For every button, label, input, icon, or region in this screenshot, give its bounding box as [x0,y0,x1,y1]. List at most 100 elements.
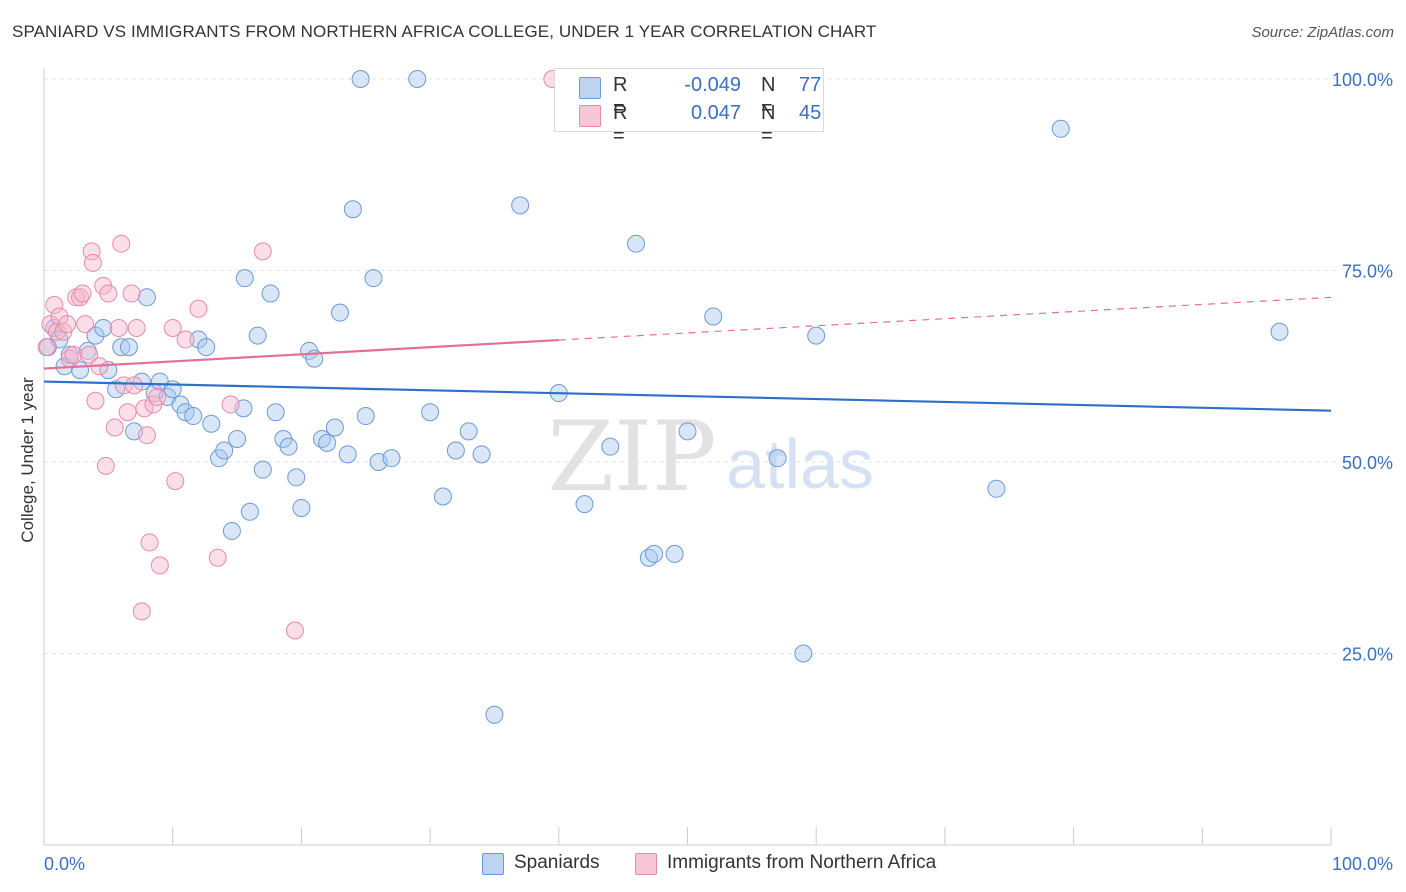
trend-line-immigrants-dashed [558,296,1332,341]
legend-swatch-spaniards [579,77,601,99]
axes [43,68,1332,846]
immigrant-point [47,322,66,341]
watermark-atlas: atlas [726,425,874,503]
immigrant-point [112,234,131,253]
spaniard-point [768,449,787,468]
tick-labels: 25.0% 50.0% 75.0% 100.0% 0.0% 100.0% [44,70,1393,874]
immigrant-point [50,307,69,326]
immigrant-point [137,426,156,445]
spaniard-point [338,445,357,464]
spaniard-point [94,318,113,337]
watermark-zip: ZIP [547,401,716,513]
immigrant-point [285,621,304,640]
spaniard-point [279,437,298,456]
spaniard-point [119,338,138,357]
spaniard-point [421,403,440,422]
spaniard-point [112,338,131,357]
immigrant-point [58,315,77,334]
points [37,70,1289,724]
immigrant-point [76,315,95,334]
immigrant-point [37,338,56,357]
trend-lines [43,296,1332,412]
immigrant-point [189,299,208,318]
immigrant-point [83,253,102,272]
spaniard-point [331,303,350,322]
n-label: N = [761,102,776,147]
immigrant-point [140,533,159,552]
spaniard-point [665,544,684,563]
spaniard-point [382,449,401,468]
spaniard-point [485,705,504,724]
immigrant-point [118,403,137,422]
immigrant-point [221,395,240,414]
spaniard-point [408,70,427,88]
spaniard-point [356,407,375,426]
immigrant-point [125,376,144,395]
trend-line-spaniards [43,380,1332,412]
spaniard-point [472,445,491,464]
spaniard-point [137,288,156,307]
chart-title: SPANIARD VS IMMIGRANTS FROM NORTHERN AFR… [12,22,877,41]
r-label: R = [613,74,628,119]
legend-swatch-spaniards [482,853,504,875]
immigrant-point [148,387,167,406]
immigrant-point [82,242,101,261]
n-value: 77 [799,74,822,96]
spaniard-point [86,326,105,345]
immigrant-point [127,318,146,337]
spaniard-point [228,430,247,449]
spaniard-point [446,441,465,460]
spaniard-point [287,468,306,487]
n-value: 45 [799,102,822,124]
r-value: 0.047 [690,102,741,124]
spaniard-point [266,403,285,422]
spaniard-point [292,498,311,517]
spaniard-point [215,441,234,460]
legend-swatch-immigrants [579,105,601,127]
immigrant-point [114,376,133,395]
spaniard-point [202,414,221,433]
trend-line-immigrants [43,338,559,370]
spaniard-point [1051,119,1070,138]
y-axis-label: College, Under 1 year [18,377,37,543]
y-tick-label: 50.0% [1342,453,1393,473]
r-label: R = [613,102,628,147]
y-tick-label: 25.0% [1342,645,1393,665]
stats-legend: R = -0.049 N = 77 R = 0.047 N = 45 [554,68,824,147]
spaniard-point [1270,322,1289,341]
immigrant-point [64,345,83,364]
y-tick-label: 75.0% [1342,262,1393,282]
immigrant-point [253,242,272,261]
spaniard-point [433,487,452,506]
spaniard-point [197,338,216,357]
immigrant-point [163,318,182,337]
immigrant-point [86,391,105,410]
spaniard-point [60,345,79,364]
immigrant-point [80,345,99,364]
immigrant-point [208,548,227,567]
spaniard-point [987,479,1006,498]
spaniard-point [261,284,280,303]
n-label: N = [761,74,776,119]
spaniard-point [678,422,697,441]
spaniard-point [222,521,241,540]
x-tick-label: 100.0% [1332,854,1393,874]
y-tick-label: 100.0% [1332,70,1393,90]
spaniard-point [351,70,370,88]
immigrant-point [109,318,128,337]
spaniard-point [325,418,344,437]
spaniard-point [704,307,723,326]
spaniard-point [575,495,594,514]
spaniard-point [189,330,208,349]
immigrant-point [105,418,124,437]
watermark: ZIP atlas [547,401,874,513]
spaniard-point [253,460,272,479]
spaniard-point [248,326,267,345]
spaniard-point [807,326,826,345]
source-label: Source: ZipAtlas.com [1251,24,1394,41]
spaniard-point [627,234,646,253]
immigrant-point [135,399,154,418]
immigrant-point [45,295,64,314]
spaniard-point [601,437,620,456]
